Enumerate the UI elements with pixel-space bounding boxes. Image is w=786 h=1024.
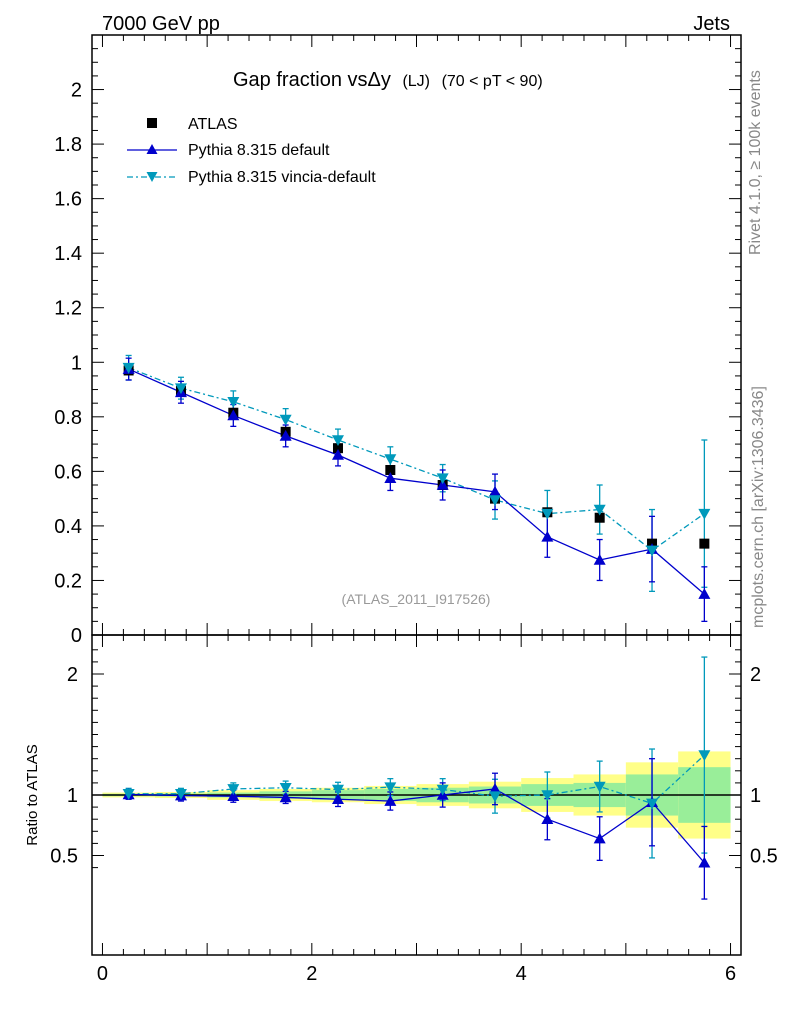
upper-y-tick-label: 0.8	[54, 407, 82, 429]
x-tick-label: 6	[725, 963, 736, 985]
ratio-vincia-point	[541, 790, 554, 801]
ratio-y-tick-label-left: 0.5	[50, 846, 78, 868]
ratio-vincia-line	[128, 754, 705, 805]
ratio-vincia-point	[227, 784, 240, 795]
ratio-vincia-point	[593, 781, 606, 793]
upper-y-tick-label: 0.4	[54, 516, 82, 538]
ratio-default-point	[489, 782, 502, 794]
ratio-ylabel: Ratio to ATLAS	[24, 744, 41, 845]
ratio-default-point	[331, 793, 344, 805]
ratio-vincia-point	[174, 788, 187, 800]
ratio-vincia-point	[331, 784, 344, 796]
default-point	[541, 530, 554, 542]
default-point	[698, 588, 711, 599]
ratio-default-line	[128, 788, 705, 864]
header-left: 7000 GeV pp	[102, 13, 220, 35]
upper-y-tick-label: 0.2	[54, 570, 82, 592]
upper-y-tick-label: 1.2	[54, 298, 82, 320]
legend: ATLAS Pythia 8.315 default Pythia 8.315 …	[127, 116, 376, 186]
vincia-line	[128, 367, 705, 552]
legend-atlas-label: ATLAS	[188, 116, 238, 133]
vincia-point	[174, 383, 187, 395]
vincia-point	[541, 508, 554, 520]
vincia-point	[227, 397, 240, 408]
axes: 0 2 4 6 0 0.2 0.4 0.6 0.8 1 1.2 1.4 1.6 1.8 2 0.5 0.5 1 1 2…	[50, 34, 778, 985]
upper-y-tick-label: 2	[71, 80, 82, 102]
ratio-default-point	[698, 856, 711, 868]
ratio-vincia-point	[489, 791, 502, 803]
atlas-point	[385, 465, 396, 475]
vincia-point	[489, 495, 502, 506]
lower-plot	[92, 656, 741, 900]
x-tick-label: 0	[97, 963, 108, 985]
upper-y-tick-label: 0	[71, 625, 82, 647]
vincia-point	[331, 435, 344, 446]
default-point	[436, 479, 449, 490]
upper-y-tick-label: 0.6	[54, 461, 82, 483]
legend-default-label: Pythia 8.315 default	[188, 142, 330, 159]
legend-vincia-marker	[146, 172, 158, 182]
mcplots-label: mcplots.cern.ch [arXiv:1306.3436]	[750, 386, 767, 628]
chart-title: Gap fraction vsΔy (LJ) (70 < pT < 90)	[233, 69, 543, 91]
default-line	[128, 368, 705, 595]
vincia-point	[646, 545, 659, 557]
default-point	[279, 429, 292, 441]
default-point	[227, 409, 240, 421]
atlas-point	[332, 443, 343, 454]
vincia-point	[698, 508, 711, 520]
ratio-vincia-point	[436, 784, 449, 796]
x-tick-label: 4	[516, 963, 527, 985]
atlas-point	[699, 538, 710, 549]
ratio-default-point	[384, 795, 397, 806]
upper-y-tick-label: 1.6	[54, 189, 82, 211]
analysis-watermark: (ATLAS_2011_I917526)	[342, 591, 491, 607]
ratio-default-point	[227, 790, 240, 802]
vincia-point	[279, 414, 292, 426]
default-point	[593, 554, 606, 565]
atlas-point	[594, 512, 605, 523]
vincia-point	[122, 362, 135, 374]
ratio-vincia-point	[384, 782, 397, 794]
ratio-vincia-point	[279, 782, 292, 794]
ratio-vincia-point	[698, 750, 711, 762]
vincia-point	[384, 454, 397, 466]
vincia-point	[593, 504, 606, 516]
ratio-default-point	[593, 832, 606, 844]
ratio-y-tick-label-left: 1	[67, 785, 78, 807]
legend-atlas-marker	[147, 118, 157, 128]
ratio-y-tick-label-right: 1	[750, 785, 761, 807]
x-tick-label: 2	[306, 963, 317, 985]
upper-y-tick-label: 1	[71, 352, 82, 374]
upper-y-tick-label: 1.8	[54, 134, 82, 156]
vincia-point	[436, 473, 449, 485]
ratio-vincia-point	[646, 798, 659, 810]
header-right: Jets	[693, 13, 730, 35]
ratio-vincia-point	[122, 788, 135, 800]
ratio-default-point	[541, 813, 554, 824]
legend-default-marker	[146, 144, 158, 154]
upper-plot	[122, 354, 711, 623]
upper-y-tick-label: 1.4	[54, 243, 82, 265]
legend-vincia-label: Pythia 8.315 vincia-default	[188, 169, 376, 186]
ratio-y-tick-label-right: 0.5	[750, 846, 778, 868]
default-point	[384, 472, 397, 483]
ratio-default-point	[279, 791, 292, 803]
ratio-y-tick-label-left: 2	[67, 664, 78, 686]
ratio-y-tick-label-right: 2	[750, 664, 761, 686]
default-point	[331, 449, 344, 460]
default-point	[489, 485, 502, 497]
rivet-label: Rivet 4.1.0, ≥ 100k events	[747, 70, 764, 255]
